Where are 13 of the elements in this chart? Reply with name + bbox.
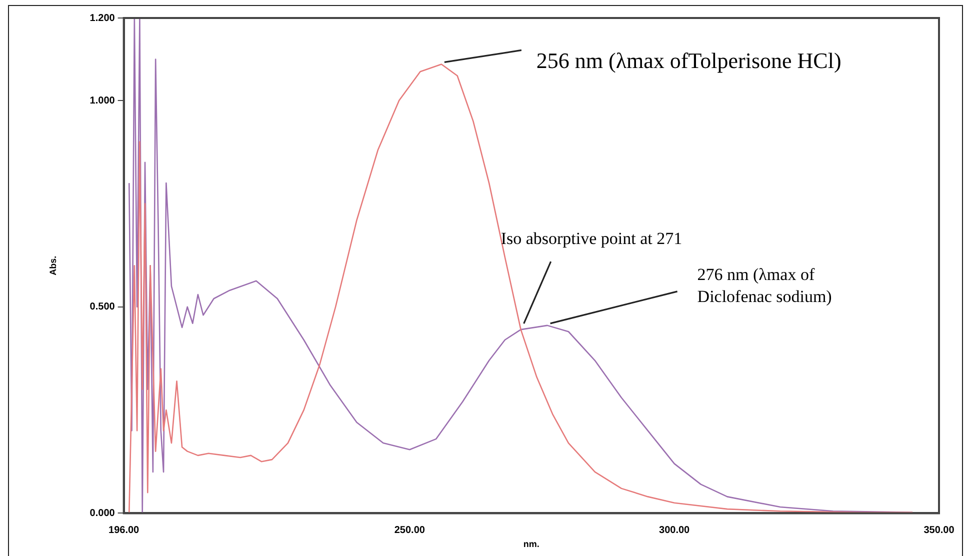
y-tick-label: 0.000 — [90, 508, 116, 519]
y-tick-label: 1.000 — [90, 95, 116, 106]
annotation: 256 nm (λmax ofTolperisone HCl) — [536, 48, 842, 73]
y-axis-title: Abs. — [48, 256, 58, 276]
annotation: 276 nm (λmax of Diclofenac sodium) — [697, 264, 832, 306]
x-axis-title: nm. — [523, 539, 540, 550]
x-tick-label: 300.00 — [659, 524, 690, 536]
y-tick-label: 0.500 — [90, 302, 116, 313]
annotation: Iso absorptive point at 271 — [500, 229, 682, 248]
x-tick-label: 350.00 — [924, 524, 955, 536]
x-tick-label: 196.00 — [108, 524, 140, 536]
x-tick-label: 250.00 — [394, 524, 426, 536]
y-tick-label: 1.200 — [90, 12, 116, 24]
